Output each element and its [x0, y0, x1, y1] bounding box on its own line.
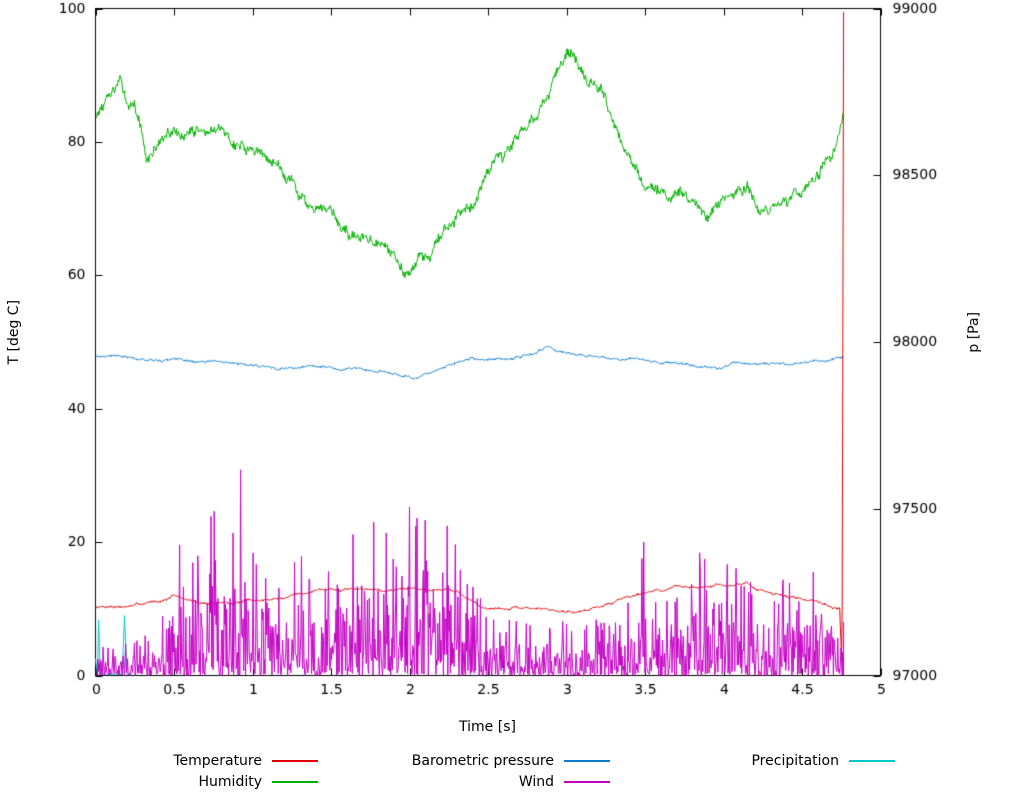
legend-item-precipitation: Precipitation	[612, 750, 897, 771]
legend-label-temperature: Temperature	[173, 752, 262, 769]
legend-item-barometric-pressure: Barometric pressure	[320, 750, 612, 771]
legend-line-humidity	[272, 780, 318, 783]
legend-label-wind: Wind	[518, 773, 554, 790]
y-axis-right-title: p [Pa]	[966, 312, 982, 353]
legend-label-humidity: Humidity	[198, 773, 262, 790]
legend-item-empty	[612, 771, 897, 792]
legend-line-temperature	[272, 759, 318, 762]
legend-label-precipitation: Precipitation	[751, 752, 839, 769]
legend-item-temperature: Temperature	[0, 750, 320, 771]
legend-item-humidity: Humidity	[0, 771, 320, 792]
legend-row-1: Temperature Barometric pressure Precipit…	[0, 750, 900, 771]
legend-line-precipitation	[849, 759, 895, 762]
legend-item-wind: Wind	[320, 771, 612, 792]
chart-legend: Temperature Barometric pressure Precipit…	[0, 750, 900, 792]
y-axis-left-title: T [deg C]	[6, 300, 22, 365]
weather-chart-canvas	[0, 0, 1024, 745]
legend-row-2: Humidity Wind	[0, 771, 900, 792]
x-axis-title: Time [s]	[459, 719, 516, 735]
legend-label-barometric-pressure: Barometric pressure	[411, 752, 554, 769]
legend-line-barometric-pressure	[564, 759, 610, 762]
legend-line-wind	[564, 780, 610, 783]
